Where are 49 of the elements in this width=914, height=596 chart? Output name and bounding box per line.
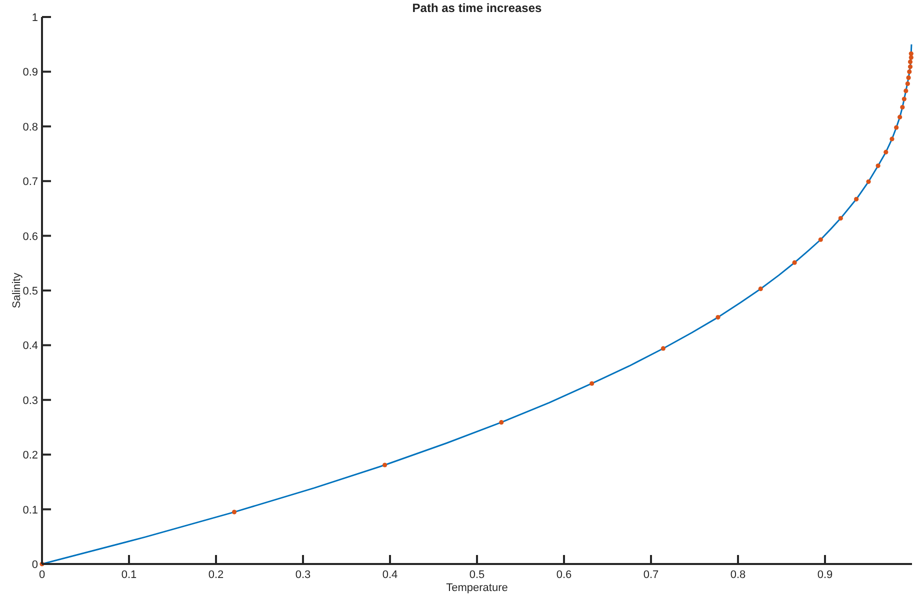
point — [382, 462, 388, 468]
x-tick-label: 0.4 — [382, 569, 398, 581]
point — [876, 163, 880, 168]
x-tick-label: 0.6 — [556, 569, 572, 581]
point — [866, 179, 871, 184]
point — [908, 60, 913, 64]
point — [716, 315, 720, 320]
x-tick-label: 0.7 — [643, 569, 659, 581]
x-tick-label: 0.5 — [469, 569, 485, 581]
x-tick-label: 0.2 — [208, 569, 224, 581]
y-tick-label: 0.7 — [22, 176, 38, 188]
x-axis-title: Temperature — [446, 582, 508, 594]
point — [908, 51, 914, 56]
point — [660, 346, 666, 351]
point — [907, 69, 912, 74]
chart-title: Path as time increases — [412, 1, 542, 15]
y-tick-label: 0.3 — [22, 394, 38, 407]
point — [902, 96, 906, 102]
point — [894, 125, 899, 130]
y-axis-title: Salinity — [11, 272, 23, 308]
point — [906, 75, 911, 80]
x-tick-label: 0.9 — [817, 569, 833, 581]
x-tick-label: 0.1 — [121, 569, 137, 581]
y-tick-label: 0.9 — [22, 66, 38, 79]
y-tick-label: 0.1 — [22, 504, 38, 516]
point — [900, 104, 905, 110]
point — [908, 64, 913, 70]
point — [890, 136, 894, 142]
point — [232, 510, 237, 514]
point — [590, 381, 594, 386]
point — [818, 237, 823, 242]
x-tick-label: 0.8 — [730, 569, 746, 581]
y-tick-label: 0.2 — [22, 450, 38, 462]
point — [884, 150, 888, 154]
point — [854, 196, 859, 202]
point — [898, 114, 902, 120]
y-tick-label: 0.8 — [22, 121, 38, 134]
point — [758, 286, 763, 292]
y-tick-label: 0.5 — [22, 286, 38, 298]
point — [904, 88, 908, 94]
y-tick-label: 0 — [32, 559, 38, 571]
point — [792, 260, 797, 265]
point — [905, 81, 910, 86]
y-tick-label: 0.4 — [22, 340, 38, 352]
y-tick-label: 0.6 — [22, 230, 38, 243]
y-tick-label: 1 — [32, 12, 38, 24]
point — [838, 216, 843, 221]
point — [499, 420, 504, 425]
x-tick-label: 0.3 — [295, 569, 311, 581]
